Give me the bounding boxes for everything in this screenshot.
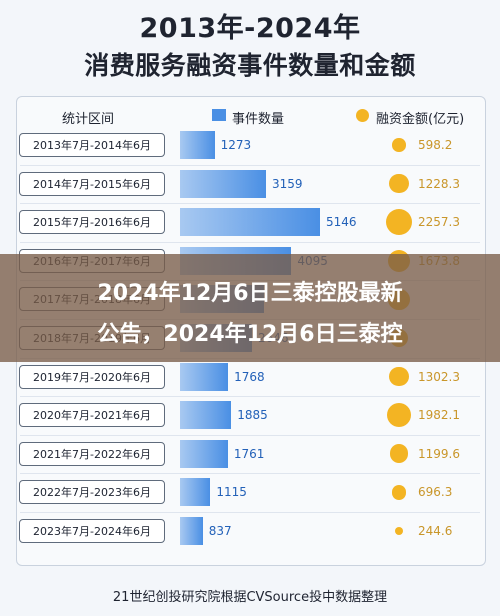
period-label: 2015年7月-2016年6月 (19, 210, 165, 235)
count-value: 1761 (233, 446, 265, 461)
row-divider (20, 203, 480, 205)
overlay-line2: 公告，2024年12月6日三泰控 (97, 322, 403, 347)
count-bar (180, 362, 229, 391)
period-label: 2023年7月-2024年6月 (19, 519, 165, 543)
period-label: 2014年7月-2015年6月 (19, 171, 165, 196)
amount-bubble (386, 209, 412, 236)
row-divider (20, 164, 480, 166)
amount-value: 598.2 (418, 138, 453, 152)
legend-amount-swatch (356, 109, 369, 122)
header-amount: 融资金额(亿元) (376, 112, 465, 127)
row-divider (20, 434, 480, 436)
period-label: 2019年7月-2020年6月 (19, 364, 165, 389)
count-bar (180, 208, 320, 237)
amount-value: 1199.6 (418, 446, 460, 461)
count-bar (180, 517, 203, 545)
period-label: 2020年7月-2021年6月 (19, 403, 165, 428)
count-bar (180, 169, 266, 198)
count-value: 837 (208, 524, 232, 538)
header-period: 统计区间 (62, 112, 115, 127)
count-value: 5146 (326, 215, 357, 230)
amount-value: 1982.1 (418, 408, 460, 423)
headline-overlay (0, 254, 500, 362)
row-divider (20, 396, 480, 398)
amount-value: 2257.3 (418, 215, 460, 230)
legend-count-swatch (212, 109, 226, 121)
amount-bubble (391, 485, 407, 500)
amount-value: 1228.3 (418, 176, 460, 191)
amount-bubble (389, 444, 409, 464)
amount-value: 244.6 (418, 524, 453, 538)
amount-bubble (386, 403, 412, 428)
count-value: 1115 (216, 485, 247, 500)
row-divider (20, 241, 480, 243)
amount-bubble (389, 174, 409, 194)
source-note: 21世纪创投研究院根据CVSource投中数据整理 (112, 590, 388, 605)
chart-title-line2: 消费服务融资事件数量和金额 (84, 51, 416, 80)
count-value: 1885 (237, 408, 268, 423)
period-label: 2021年7月-2022年6月 (19, 441, 165, 466)
count-bar (180, 131, 215, 159)
chart-title-line1: 2013年-2024年 (139, 13, 361, 44)
amount-value: 1302.3 (418, 369, 460, 384)
count-value: 1273 (220, 138, 252, 152)
period-label: 2013年7月-2014年6月 (19, 133, 165, 157)
amount-bubble (389, 366, 409, 387)
amount-bubble (394, 526, 404, 536)
count-value: 3159 (271, 176, 303, 191)
header-count: 事件数量 (232, 112, 285, 127)
row-divider (20, 512, 480, 513)
amount-bubble (392, 138, 406, 152)
count-value: 1768 (234, 369, 265, 384)
period-label: 2022年7月-2023年6月 (19, 480, 165, 505)
row-divider (20, 473, 480, 475)
amount-value: 696.3 (418, 485, 453, 500)
overlay-line1: 2024年12月6日三泰控股最新 (97, 281, 403, 306)
count-bar (180, 401, 232, 430)
count-bar (180, 478, 211, 507)
count-bar (180, 439, 228, 468)
